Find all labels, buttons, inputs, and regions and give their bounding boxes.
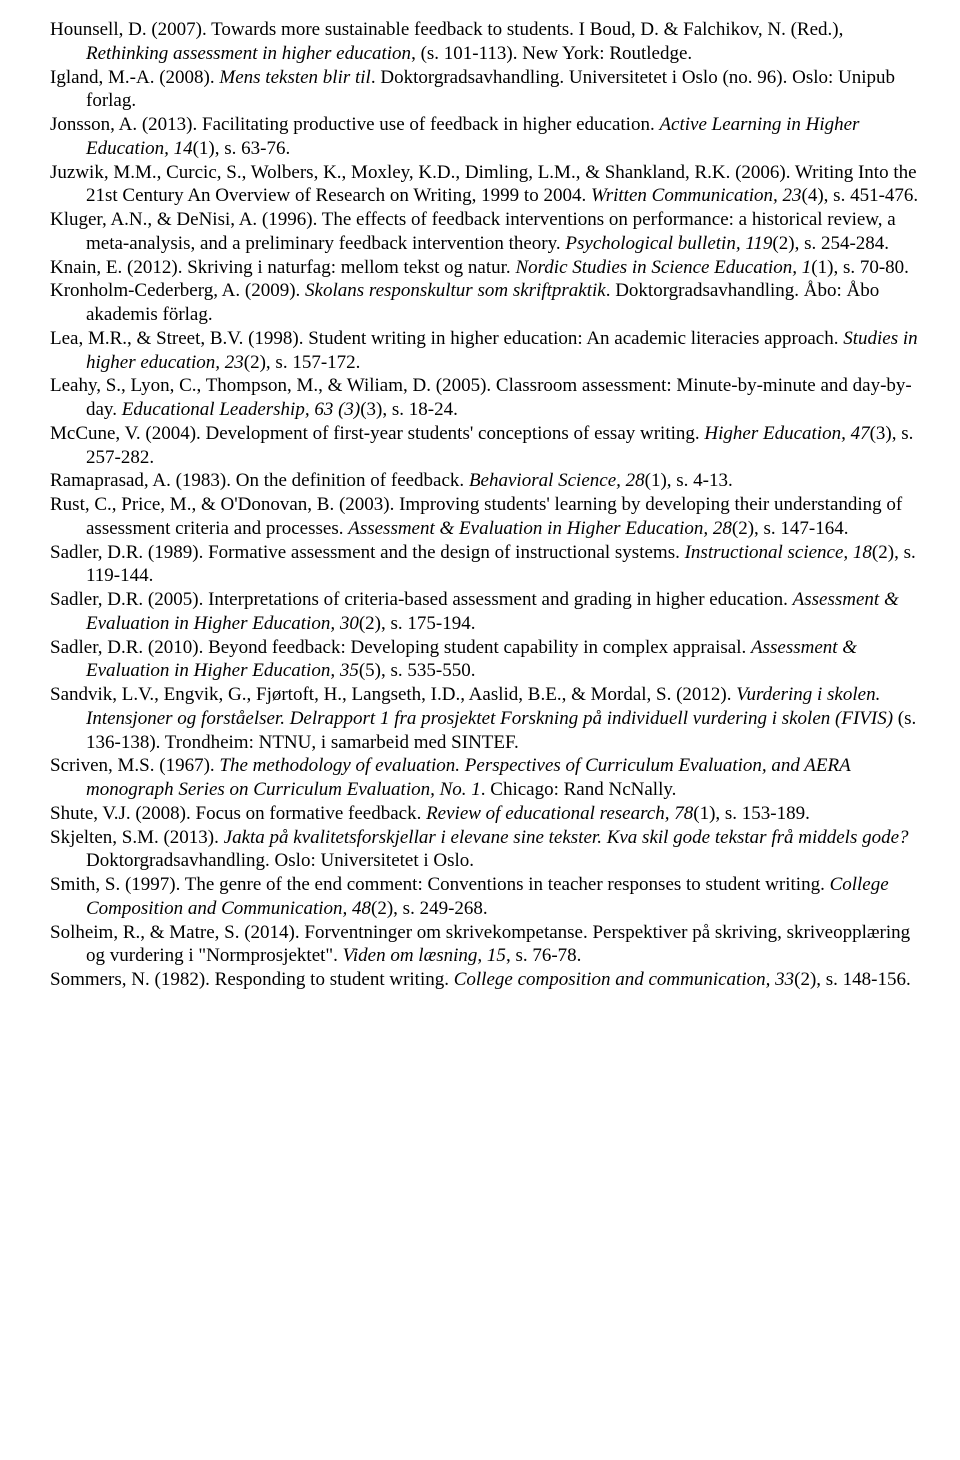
reference-text: Smith, S. (1997). The genre of the end c… [50,874,830,895]
reference-entry: Scriven, M.S. (1967). The methodology of… [50,754,922,802]
reference-text: Doktorgradsavhandling. Oslo: Universitet… [86,850,474,871]
reference-italic-text: Viden om læsning, 15 [343,945,506,966]
reference-text: Hounsell, D. (2007). Towards more sustai… [50,19,843,40]
reference-text: (1), s. 4-13. [645,470,733,491]
reference-entry: Rust, C., Price, M., & O'Donovan, B. (20… [50,493,922,541]
reference-text: (2), s. 249-268. [371,898,488,919]
reference-entry: Kluger, A.N., & DeNisi, A. (1996). The e… [50,208,922,256]
reference-entry: Ramaprasad, A. (1983). On the definition… [50,469,922,493]
reference-text: (4), s. 451-476. [802,185,919,206]
reference-italic-text: Mens teksten blir til [219,67,370,88]
reference-entry: Leahy, S., Lyon, C., Thompson, M., & Wil… [50,374,922,422]
reference-text: (2), s. 147-164. [732,518,849,539]
reference-text: , (s. 101-113). New York: Routledge. [411,43,692,64]
reference-entry: Knain, E. (2012). Skriving i naturfag: m… [50,256,922,280]
reference-text: , s. 76-78. [506,945,581,966]
references-list: Hounsell, D. (2007). Towards more sustai… [50,18,922,992]
reference-italic-text: Review of educational research, 78 [426,803,693,824]
reference-italic-text: Skolans responskultur som skriftpraktik [305,280,606,301]
reference-text: Sadler, D.R. (1989). Formative assessmen… [50,542,685,563]
reference-entry: Sadler, D.R. (2005). Interpretations of … [50,588,922,636]
reference-entry: Sadler, D.R. (2010). Beyond feedback: De… [50,636,922,684]
reference-text: (1), s. 153-189. [693,803,810,824]
reference-text: (3), s. 18-24. [360,399,458,420]
reference-entry: Sadler, D.R. (1989). Formative assessmen… [50,541,922,589]
reference-text: Shute, V.J. (2008). Focus on formative f… [50,803,426,824]
reference-text: Sandvik, L.V., Engvik, G., Fjørtoft, H.,… [50,684,736,705]
reference-text: Scriven, M.S. (1967). [50,755,219,776]
reference-italic-text: Written Communication, 23 [591,185,802,206]
reference-entry: Jonsson, A. (2013). Facilitating product… [50,113,922,161]
reference-text: Sommers, N. (1982). Responding to studen… [50,969,454,990]
reference-entry: Kronholm-Cederberg, A. (2009). Skolans r… [50,279,922,327]
reference-text: (1), s. 63-76. [193,138,291,159]
reference-italic-text: Instructional science, 18 [685,542,872,563]
reference-italic-text: Rethinking assessment in higher educatio… [86,43,411,64]
reference-entry: McCune, V. (2004). Development of first-… [50,422,922,470]
reference-text: Jonsson, A. (2013). Facilitating product… [50,114,659,135]
reference-text: (2), s. 254-284. [772,233,889,254]
reference-text: (2), s. 157-172. [244,352,361,373]
reference-italic-text: Assessment & Evaluation in Higher Educat… [348,518,732,539]
reference-text: Skjelten, S.M. (2013). [50,827,224,848]
reference-entry: Sommers, N. (1982). Responding to studen… [50,968,922,992]
reference-text: Kronholm-Cederberg, A. (2009). [50,280,305,301]
reference-entry: Hounsell, D. (2007). Towards more sustai… [50,18,922,66]
reference-italic-text: Psychological bulletin, 119 [565,233,772,254]
reference-entry: Shute, V.J. (2008). Focus on formative f… [50,802,922,826]
reference-text: (2), s. 175-194. [359,613,476,634]
reference-italic-text: College composition and communication, 3… [454,969,794,990]
reference-text: (2), s. 148-156. [794,969,911,990]
reference-entry: Juzwik, M.M., Curcic, S., Wolbers, K., M… [50,161,922,209]
reference-entry: Lea, M.R., & Street, B.V. (1998). Studen… [50,327,922,375]
reference-italic-text: Educational Leadership, 63 (3) [122,399,361,420]
reference-entry: Smith, S. (1997). The genre of the end c… [50,873,922,921]
reference-entry: Sandvik, L.V., Engvik, G., Fjørtoft, H.,… [50,683,922,754]
reference-text: (1), s. 70-80. [811,257,909,278]
reference-text: (5), s. 535-550. [359,660,476,681]
reference-italic-text: Higher Education, 47 [704,423,869,444]
reference-entry: Skjelten, S.M. (2013). Jakta på kvalitet… [50,826,922,874]
reference-text: Igland, M.-A. (2008). [50,67,219,88]
reference-text: Ramaprasad, A. (1983). On the definition… [50,470,469,491]
reference-entry: Igland, M.-A. (2008). Mens teksten blir … [50,66,922,114]
reference-italic-text: Jakta på kvalitetsforskjellar i elevane … [224,827,909,848]
reference-italic-text: Behavioral Science, 28 [469,470,645,491]
reference-text: Sadler, D.R. (2005). Interpretations of … [50,589,793,610]
reference-text: Lea, M.R., & Street, B.V. (1998). Studen… [50,328,843,349]
reference-entry: Solheim, R., & Matre, S. (2014). Forvent… [50,921,922,969]
reference-text: McCune, V. (2004). Development of first-… [50,423,704,444]
reference-text: Knain, E. (2012). Skriving i naturfag: m… [50,257,515,278]
reference-text: . Chicago: Rand NcNally. [481,779,677,800]
reference-text: Sadler, D.R. (2010). Beyond feedback: De… [50,637,751,658]
reference-italic-text: Nordic Studies in Science Education, 1 [515,257,811,278]
